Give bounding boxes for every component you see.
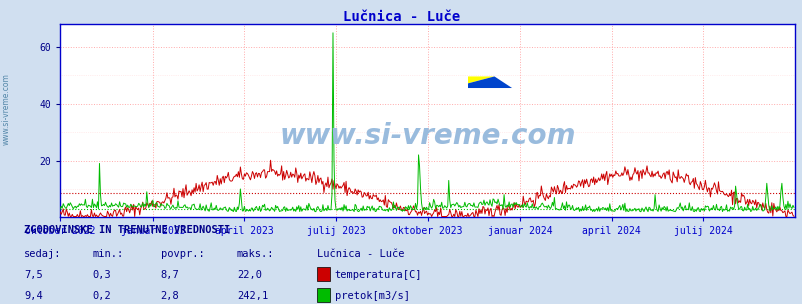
Text: www.si-vreme.com: www.si-vreme.com [279, 122, 575, 150]
Text: Lučnica - Luče: Lučnica - Luče [342, 10, 460, 24]
Text: 2,8: 2,8 [160, 292, 179, 302]
Text: pretok[m3/s]: pretok[m3/s] [334, 292, 409, 302]
Text: 0,3: 0,3 [92, 270, 111, 280]
Text: 0,2: 0,2 [92, 292, 111, 302]
Polygon shape [468, 76, 494, 83]
Text: povpr.:: povpr.: [160, 249, 204, 259]
Text: maks.:: maks.: [237, 249, 274, 259]
Polygon shape [468, 76, 512, 88]
Text: Lučnica - Luče: Lučnica - Luče [317, 249, 404, 259]
Text: sedaj:: sedaj: [24, 249, 62, 259]
Text: 8,7: 8,7 [160, 270, 179, 280]
Text: 22,0: 22,0 [237, 270, 261, 280]
Text: 242,1: 242,1 [237, 292, 268, 302]
Text: www.si-vreme.com: www.si-vreme.com [2, 74, 11, 145]
Text: 7,5: 7,5 [24, 270, 43, 280]
Text: temperatura[C]: temperatura[C] [334, 270, 422, 280]
Text: 9,4: 9,4 [24, 292, 43, 302]
Text: ZGODOVINSKE IN TRENUTNE VREDNOSTI: ZGODOVINSKE IN TRENUTNE VREDNOSTI [24, 225, 230, 235]
Text: min.:: min.: [92, 249, 124, 259]
